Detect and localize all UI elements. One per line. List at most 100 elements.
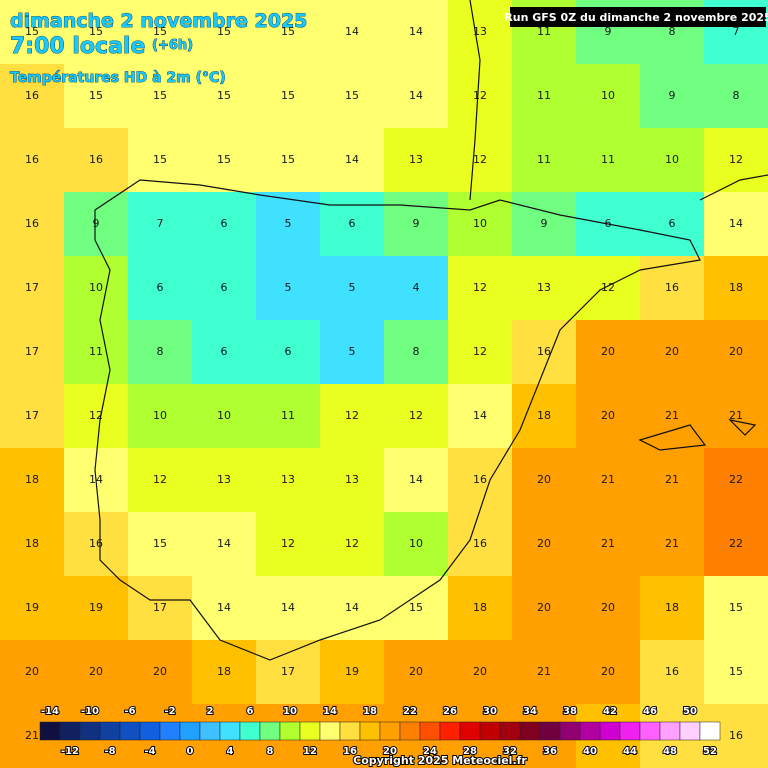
temperature-cell — [640, 576, 705, 641]
legend-swatch — [679, 721, 701, 741]
temperature-value: 20 — [601, 665, 615, 678]
temperature-value: 16 — [25, 89, 39, 102]
temperature-cell — [384, 576, 449, 641]
temperature-value: 9 — [605, 25, 612, 38]
legend-label: 40 — [583, 746, 597, 757]
legend-label: 46 — [643, 706, 657, 717]
legend-label: 18 — [363, 706, 377, 717]
temperature-value: 13 — [537, 281, 551, 294]
temperature-value: 16 — [89, 153, 103, 166]
temperature-value: 11 — [537, 25, 551, 38]
temperature-value: 15 — [89, 25, 103, 38]
temperature-value: 10 — [601, 89, 615, 102]
temperature-value: 6 — [221, 345, 228, 358]
temperature-cell — [192, 256, 257, 321]
legend-label: 22 — [403, 706, 417, 717]
legend-label: 52 — [703, 746, 717, 757]
temperature-cell — [192, 512, 257, 577]
legend-swatch — [479, 721, 501, 741]
legend-label: 34 — [523, 706, 537, 717]
temperature-value: 11 — [89, 345, 103, 358]
legend-label: -8 — [104, 746, 115, 757]
temperature-cell — [512, 512, 577, 577]
temperature-value: 14 — [217, 601, 231, 614]
temperature-cell — [0, 512, 65, 577]
temperature-value: 5 — [285, 217, 292, 230]
legend-label: 6 — [247, 706, 254, 717]
temperature-cell — [192, 320, 257, 385]
legend-swatch — [359, 721, 381, 741]
temperature-value: 20 — [153, 665, 167, 678]
temperature-cell — [640, 320, 705, 385]
temperature-cell — [640, 512, 705, 577]
temperature-cell — [320, 320, 385, 385]
temperature-value: 12 — [473, 281, 487, 294]
temperature-value: 9 — [669, 89, 676, 102]
legend-swatch — [579, 721, 601, 741]
temperature-cell — [64, 128, 129, 193]
temperature-value: 12 — [345, 537, 359, 550]
temperature-cell — [320, 64, 385, 129]
legend-label: -2 — [164, 706, 175, 717]
temperature-value: 19 — [89, 601, 103, 614]
temperature-cell — [64, 640, 129, 705]
temperature-cell — [384, 256, 449, 321]
legend-swatch — [399, 721, 421, 741]
temperature-value: 21 — [665, 473, 679, 486]
legend-label: 36 — [543, 746, 557, 757]
temperature-cell — [128, 384, 193, 449]
temperature-value: 11 — [601, 153, 615, 166]
temperature-cell — [384, 640, 449, 705]
legend-swatch — [519, 721, 541, 741]
temperature-value: 15 — [729, 601, 743, 614]
temperature-cell — [64, 0, 129, 65]
temperature-cell — [384, 0, 449, 65]
temperature-value: 16 — [25, 153, 39, 166]
temperature-value: 15 — [25, 25, 39, 38]
temperature-cell — [192, 64, 257, 129]
temperature-cell — [128, 64, 193, 129]
temperature-value: 4 — [413, 281, 420, 294]
temperature-value: 11 — [537, 153, 551, 166]
temperature-cell — [128, 320, 193, 385]
temperature-cell — [320, 192, 385, 257]
temperature-value: 20 — [601, 409, 615, 422]
temperature-cell — [448, 64, 513, 129]
temperature-value: 18 — [537, 409, 551, 422]
legend-swatch — [319, 721, 341, 741]
legend-label: 20 — [383, 746, 397, 757]
temperature-cell — [0, 256, 65, 321]
temperature-cell — [512, 640, 577, 705]
temperature-cell — [128, 192, 193, 257]
temperature-cell — [192, 0, 257, 65]
legend-swatch — [199, 721, 221, 741]
temperature-cell — [256, 128, 321, 193]
temperature-cell — [256, 192, 321, 257]
temperature-cell — [448, 320, 513, 385]
legend-label: 10 — [283, 706, 297, 717]
coastlines — [94, 0, 768, 661]
temperature-cell — [640, 128, 705, 193]
temperature-cell — [0, 384, 65, 449]
legend-label: 26 — [443, 706, 457, 717]
temperature-cell — [320, 256, 385, 321]
temperature-value: 9 — [541, 217, 548, 230]
temperature-cell — [576, 128, 641, 193]
temperature-value: 14 — [345, 153, 359, 166]
temperature-value: 16 — [89, 537, 103, 550]
legend-label: 4 — [227, 746, 234, 757]
temperature-value: 17 — [25, 409, 39, 422]
temperature-value: 12 — [473, 345, 487, 358]
legend-swatch — [459, 721, 481, 741]
temperature-value: 18 — [25, 537, 39, 550]
temperature-cell — [256, 640, 321, 705]
temperature-value: 16 — [665, 281, 679, 294]
legend-label: -10 — [81, 706, 99, 717]
temperature-cell — [640, 384, 705, 449]
temperature-cell — [640, 640, 705, 705]
temperature-value: 15 — [153, 153, 167, 166]
temperature-value: 8 — [413, 345, 420, 358]
temperature-value: 8 — [669, 25, 676, 38]
temperature-value: 10 — [473, 217, 487, 230]
legend-swatch — [279, 721, 301, 741]
